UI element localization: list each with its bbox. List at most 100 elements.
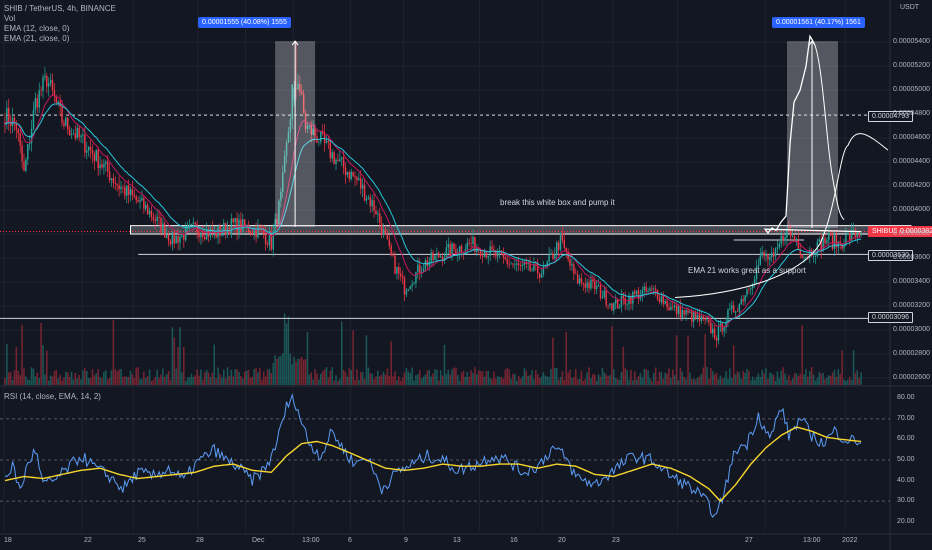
volume-bar	[533, 379, 535, 385]
volume-bar	[192, 376, 195, 385]
volume-bar	[599, 376, 602, 385]
volume-bar	[165, 374, 168, 385]
volume-bar	[476, 374, 478, 385]
volume-bar	[656, 380, 659, 385]
volume-legend[interactable]: Vol	[4, 14, 16, 23]
candle-body	[481, 255, 484, 257]
candle-body	[751, 284, 754, 289]
candle-body	[805, 256, 807, 258]
candle-body	[186, 225, 189, 227]
volume-bar	[672, 369, 674, 385]
candle-body	[750, 288, 752, 290]
volume-bar	[382, 371, 385, 385]
volume-bar	[323, 369, 326, 385]
volume-bar	[753, 379, 756, 385]
volume-bar	[297, 358, 299, 385]
candle-body	[584, 283, 586, 288]
candle-body	[283, 156, 286, 173]
volume-bar	[36, 372, 39, 385]
volume-bar	[318, 379, 320, 385]
rsi-legend[interactable]: RSI (14, close, EMA, 14, 2)	[4, 392, 101, 401]
candle-body	[331, 152, 333, 159]
volume-bar	[826, 377, 828, 385]
candle-body	[430, 252, 432, 262]
candle-body	[770, 252, 773, 258]
candle-body	[164, 223, 166, 238]
candle-body	[407, 289, 410, 291]
volume-bar	[738, 372, 741, 385]
candle-body	[841, 243, 843, 249]
candle-body	[122, 187, 124, 188]
volume-bar	[108, 377, 111, 385]
volume-bar	[13, 370, 16, 385]
candle-body	[261, 227, 263, 229]
volume-bar	[321, 371, 324, 385]
candle-body	[6, 107, 8, 125]
candle-body	[559, 233, 562, 250]
candle-body	[361, 184, 364, 189]
candle-body	[738, 303, 741, 312]
volume-bar	[595, 380, 598, 385]
candle-body	[38, 90, 40, 108]
volume-bar	[788, 375, 790, 385]
volume-bar	[725, 371, 727, 385]
candle-body	[637, 290, 640, 299]
volume-bar	[727, 378, 729, 385]
volume-bar	[215, 378, 217, 385]
volume-bar	[42, 345, 44, 385]
volume-bar	[652, 372, 655, 385]
candle-body	[46, 75, 48, 87]
volume-bar	[363, 378, 366, 385]
volume-bar	[264, 376, 267, 385]
candle-body	[715, 337, 718, 341]
candle-body	[590, 279, 592, 289]
volume-bar	[245, 370, 248, 385]
volume-bar	[361, 371, 364, 385]
volume-bar	[797, 376, 800, 385]
candle-body	[25, 159, 27, 171]
candle-body	[536, 263, 539, 274]
candle-body	[506, 259, 508, 264]
volume-bar	[502, 378, 505, 385]
volume-bar	[230, 369, 233, 385]
candle-body	[369, 197, 371, 207]
volume-bar	[485, 370, 488, 385]
candle-body	[468, 242, 470, 244]
volume-bar	[150, 380, 153, 385]
candle-body	[434, 255, 436, 261]
currency-label: USDT	[900, 4, 920, 11]
candle-body	[4, 122, 6, 125]
volume-bar	[359, 371, 362, 385]
volume-bar	[369, 373, 372, 385]
candle-body	[828, 233, 830, 241]
volume-bar	[710, 367, 712, 385]
volume-bar	[588, 367, 590, 385]
candle-body	[72, 133, 75, 135]
volume-bar	[127, 376, 130, 385]
projection-curve-support	[674, 133, 889, 299]
candle-body	[101, 164, 103, 168]
volume-bar	[247, 369, 250, 385]
volume-bar	[776, 371, 779, 385]
volume-bar	[818, 372, 821, 385]
candle-body	[436, 252, 438, 256]
candle-body	[377, 213, 379, 215]
symbol-legend[interactable]: SHIB / TetherUS, 4h, BINANCE	[4, 4, 116, 13]
candle-body	[139, 200, 141, 203]
candle-body	[420, 271, 423, 274]
ema21-legend[interactable]: EMA (21, close, 0)	[4, 34, 70, 43]
ema12-legend[interactable]: EMA (12, close, 0)	[4, 24, 70, 33]
volume-bar	[337, 380, 339, 385]
candle-body	[569, 259, 571, 266]
candle-body	[242, 219, 244, 232]
candle-body	[700, 316, 703, 321]
volume-bar	[544, 375, 547, 385]
volume-bar	[342, 369, 345, 385]
candle-body	[236, 218, 238, 234]
candle-body	[732, 305, 735, 313]
candle-body	[360, 178, 362, 189]
candle-body	[215, 231, 217, 238]
candle-body	[51, 79, 54, 91]
volume-bar	[398, 376, 400, 385]
